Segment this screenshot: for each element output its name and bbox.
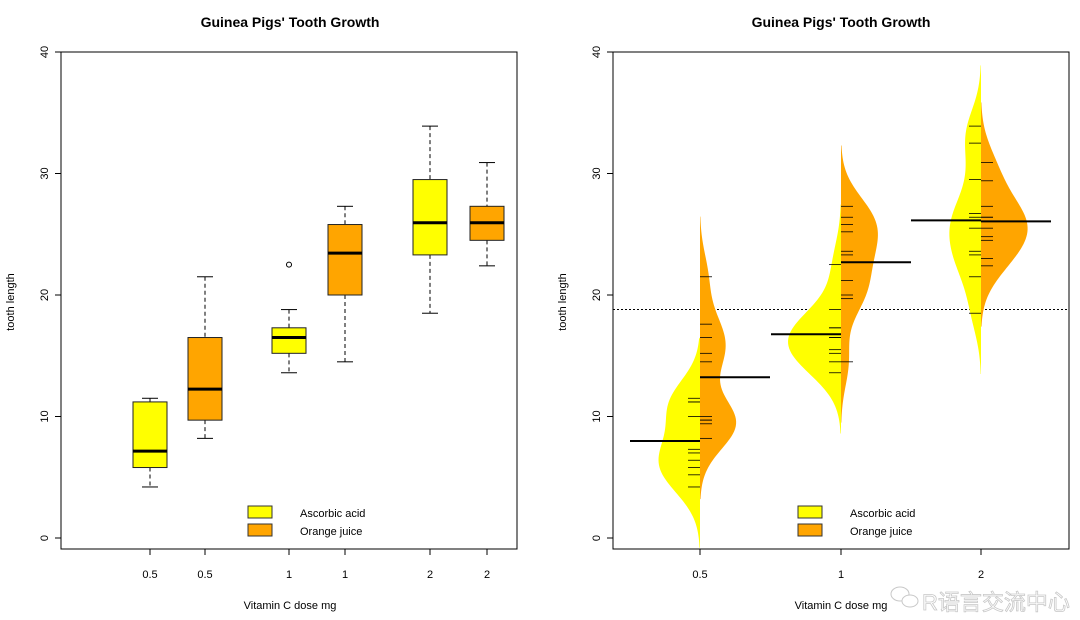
right-x-tick-label: 2 bbox=[978, 569, 984, 581]
left-y-tick-label: 30 bbox=[39, 167, 51, 179]
right-legend-swatch bbox=[797, 523, 823, 537]
box-orange-juice-0.5 bbox=[187, 276, 223, 439]
outlier-point bbox=[286, 261, 292, 268]
left-x-tick-label: 1 bbox=[286, 569, 292, 581]
box-orange-juice-1 bbox=[327, 205, 363, 363]
left-y-tick-label: 0 bbox=[39, 535, 51, 541]
right-y-tick-label: 20 bbox=[591, 289, 603, 301]
left-legend-swatch bbox=[247, 523, 273, 537]
box-ascorbic-1 bbox=[271, 261, 307, 374]
left-x-tick-label: 1 bbox=[342, 569, 348, 581]
box-orange-juice-2 bbox=[469, 162, 505, 267]
box-body bbox=[187, 337, 223, 421]
left-y-tick-label: 10 bbox=[39, 410, 51, 422]
bean-2 bbox=[911, 65, 1051, 374]
bean-half-ascorbic bbox=[788, 203, 841, 434]
right-y-tick-label: 30 bbox=[591, 167, 603, 179]
right-chart-title: Guinea Pigs' Tooth Growth bbox=[752, 14, 931, 30]
bean-half-orange-juice bbox=[981, 101, 1028, 327]
left-x-tick-label: 0.5 bbox=[142, 569, 157, 581]
box-body bbox=[412, 179, 448, 256]
right-y-tick-label: 40 bbox=[591, 46, 603, 58]
left-legend-label: Ascorbic acid bbox=[300, 508, 365, 520]
left-x-tick-label: 0.5 bbox=[197, 569, 212, 581]
right-legend-label: Orange juice bbox=[850, 526, 912, 538]
left-x-tick-label: 2 bbox=[427, 569, 433, 581]
right-y-tick-label: 10 bbox=[591, 410, 603, 422]
box-body bbox=[271, 327, 307, 354]
left-y-tick-label: 20 bbox=[39, 289, 51, 301]
watermark-text: R语言交流中心 bbox=[922, 590, 1070, 615]
bean-1 bbox=[771, 145, 911, 434]
left-y-axis-label: tooth length bbox=[5, 273, 17, 331]
wechat-icon bbox=[890, 586, 919, 608]
left-x-axis-label: Vitamin C dose mg bbox=[244, 600, 337, 612]
right-x-axis-label: Vitamin C dose mg bbox=[795, 600, 888, 612]
right-y-axis-label: tooth length bbox=[557, 273, 569, 331]
box-body bbox=[327, 224, 363, 296]
right-legend-swatch bbox=[797, 505, 823, 519]
box-ascorbic-2 bbox=[412, 125, 448, 314]
right-y-tick-label: 0 bbox=[591, 535, 603, 541]
box-ascorbic-0.5 bbox=[132, 397, 168, 488]
bean-0.5 bbox=[630, 216, 770, 548]
right-x-tick-label: 1 bbox=[838, 569, 844, 581]
left-plot-frame bbox=[60, 51, 518, 550]
left-legend-swatch bbox=[247, 505, 273, 519]
bean-half-orange-juice bbox=[841, 145, 878, 423]
right-x-tick-label: 0.5 bbox=[692, 569, 707, 581]
left-chart-title: Guinea Pigs' Tooth Growth bbox=[201, 14, 380, 30]
bean-half-ascorbic bbox=[658, 337, 700, 548]
bean-half-orange-juice bbox=[700, 216, 737, 500]
left-legend-label: Orange juice bbox=[300, 526, 362, 538]
watermark: R语言交流中心 bbox=[890, 586, 1070, 615]
right-legend-label: Ascorbic acid bbox=[850, 508, 915, 520]
left-x-tick-label: 2 bbox=[484, 569, 490, 581]
left-y-tick-label: 40 bbox=[39, 46, 51, 58]
box-body bbox=[132, 401, 168, 469]
